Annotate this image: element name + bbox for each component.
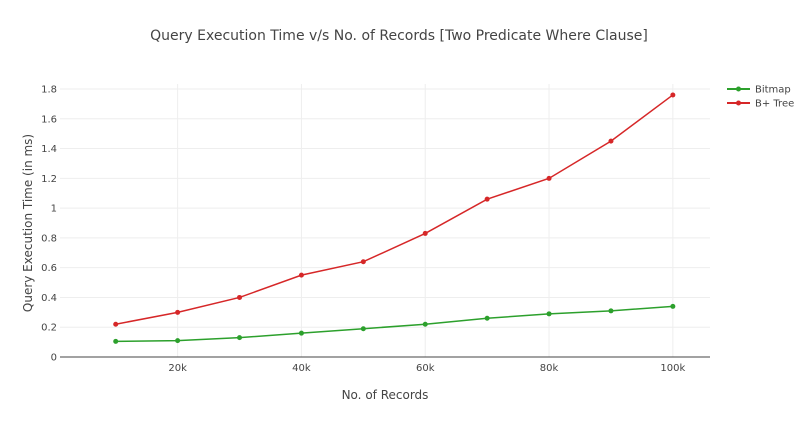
data-point	[113, 338, 119, 344]
legend-item[interactable]: B+ Tree	[727, 99, 794, 110]
legend-label: Bitmap	[755, 85, 791, 96]
series	[113, 92, 676, 344]
x-tick-label: 80k	[540, 363, 559, 374]
y-tick-label: 1	[51, 204, 57, 215]
data-point	[546, 311, 552, 317]
series-line	[115, 305, 673, 343]
legend-label: B+ Tree	[755, 99, 794, 110]
x-axis-label: No. of Records	[342, 388, 429, 402]
data-point	[237, 294, 243, 300]
data-point	[546, 175, 552, 181]
y-tick-label: 0.6	[41, 263, 57, 274]
y-tick-label: 0.2	[41, 323, 57, 334]
data-point	[298, 272, 304, 278]
data-point	[175, 309, 181, 315]
grid	[60, 84, 710, 357]
y-tick-label: 1.8	[41, 85, 57, 96]
y-tick-label: 0.8	[41, 233, 57, 244]
y-axis: 0 0.2 0.4 0.6 0.8 1 1.2 1.4 1.6 1.8	[41, 85, 57, 364]
data-point	[175, 338, 181, 344]
series-line	[115, 94, 674, 325]
data-point	[422, 230, 428, 236]
data-point	[608, 138, 614, 144]
y-axis-label: Query Execution Time (in ms)	[21, 134, 35, 312]
x-tick-label: 100k	[660, 363, 685, 374]
data-point	[484, 196, 490, 202]
data-point	[237, 335, 243, 341]
chart-title: Query Execution Time v/s No. of Records …	[150, 28, 648, 44]
x-tick-label: 40k	[292, 363, 311, 374]
x-axis: 20k 40k 60k 80k 100k	[168, 363, 685, 374]
data-point	[360, 259, 366, 265]
data-point	[360, 326, 366, 332]
legend-item[interactable]: Bitmap	[727, 85, 791, 96]
y-tick-label: 1.4	[41, 144, 57, 155]
series-b-tree	[113, 92, 676, 327]
x-tick-label: 60k	[416, 363, 435, 374]
legend: Bitmap B+ Tree	[727, 85, 794, 110]
x-tick-label: 20k	[168, 363, 187, 374]
y-tick-label: 1.6	[41, 114, 57, 125]
data-point	[484, 315, 490, 321]
series-bitmap	[113, 303, 676, 344]
data-point	[670, 92, 676, 98]
legend-marker	[736, 86, 741, 92]
legend-marker	[736, 100, 741, 106]
data-point	[608, 308, 614, 314]
data-point	[422, 321, 428, 327]
data-point	[298, 330, 304, 336]
y-tick-label: 0.4	[41, 293, 57, 304]
data-point	[113, 321, 119, 327]
data-point	[670, 303, 676, 309]
y-tick-label: 1.2	[41, 174, 57, 185]
y-tick-label: 0	[51, 353, 57, 364]
